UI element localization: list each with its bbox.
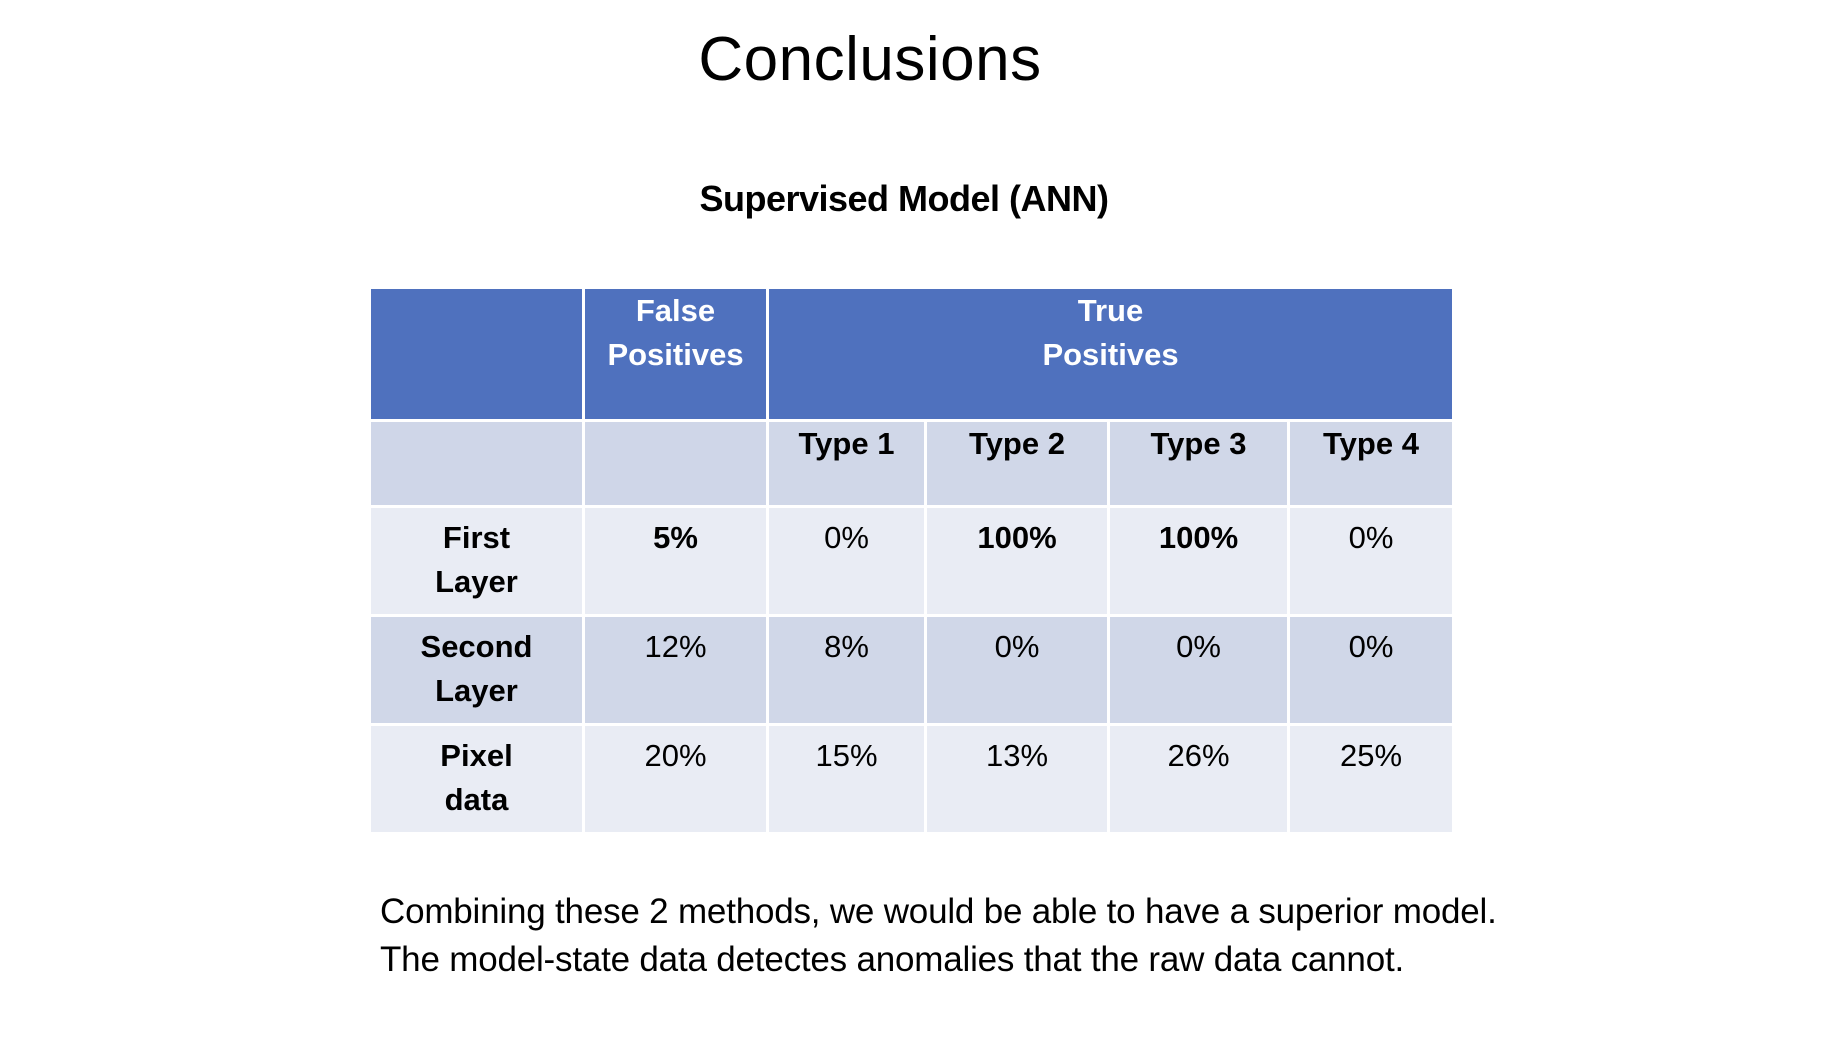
type-3-cell: 100%	[1107, 505, 1290, 617]
type-3-cell: 0%	[1107, 614, 1290, 726]
type-1-cell: 15%	[766, 723, 927, 835]
type-4-cell: 25%	[1287, 723, 1455, 835]
subheader-type-3: Type 3	[1107, 419, 1290, 508]
false-positives-cell: 5%	[582, 505, 769, 617]
conclusion-text: Combining these 2 methods, we would be a…	[380, 892, 1497, 979]
false-positives-cell: 20%	[582, 723, 769, 835]
table-subheader-row: Type 1 Type 2 Type 3 Type 4	[368, 419, 1455, 508]
results-table: False Positives True Positives Type 1 Ty…	[368, 286, 1455, 835]
type-4-cell: 0%	[1287, 505, 1455, 617]
type-3-cell: 26%	[1107, 723, 1290, 835]
subheader-type-4: Type 4	[1287, 419, 1455, 508]
header-false-positives: False Positives	[582, 286, 769, 422]
type-4-cell: 0%	[1287, 614, 1455, 726]
subheader-type-2: Type 2	[924, 419, 1110, 508]
subheader-corner-cell	[368, 419, 585, 508]
row-label: First Layer	[368, 505, 585, 617]
subheader-type-1: Type 1	[766, 419, 927, 508]
type-2-cell: 100%	[924, 505, 1110, 617]
false-positives-cell: 12%	[582, 614, 769, 726]
table-heading: Supervised Model (ANN)	[699, 178, 1109, 219]
table-header-row: False Positives True Positives	[368, 286, 1455, 422]
header-corner-cell	[368, 286, 585, 422]
type-1-cell: 0%	[766, 505, 927, 617]
type-2-cell: 0%	[924, 614, 1110, 726]
type-1-cell: 8%	[766, 614, 927, 726]
slide-title: Conclusions	[698, 25, 1042, 94]
header-true-positives: True Positives	[766, 286, 1455, 422]
table-row-pixel-data: Pixel data 20% 15% 13% 26% 25%	[368, 723, 1455, 835]
row-label: Second Layer	[368, 614, 585, 726]
table-row-first-layer: First Layer 5% 0% 100% 100% 0%	[368, 505, 1455, 617]
subheader-false-positives-cell	[582, 419, 769, 508]
table-row-second-layer: Second Layer 12% 8% 0% 0% 0%	[368, 614, 1455, 726]
row-label: Pixel data	[368, 723, 585, 835]
type-2-cell: 13%	[924, 723, 1110, 835]
